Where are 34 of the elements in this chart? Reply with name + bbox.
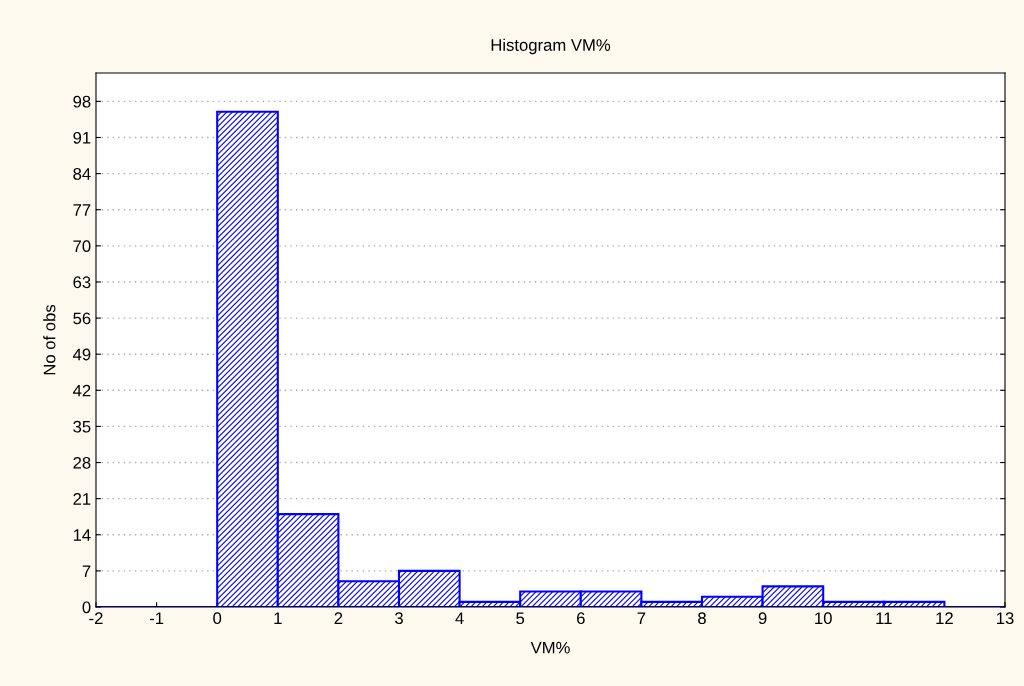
x-tick-label: -1 <box>149 612 164 624</box>
y-tick-label: 77 <box>73 204 91 216</box>
x-tick-label: 11 <box>876 612 892 624</box>
y-tick-label: 56 <box>73 312 91 325</box>
x-tick-label: 5 <box>516 612 525 625</box>
x-tick-label: 12 <box>936 612 953 624</box>
y-tick-label: 0 <box>82 601 91 614</box>
x-tick-label: 10 <box>815 612 832 625</box>
x-tick-label: 3 <box>395 612 403 625</box>
y-tick-label: 49 <box>72 348 91 361</box>
y-tick-label: 7 <box>82 565 91 577</box>
x-tick-label: 6 <box>577 612 585 625</box>
y-tick-label: 21 <box>73 493 91 505</box>
y-tick-label: 63 <box>73 276 91 289</box>
chart-title: Histogram VM% <box>491 38 611 55</box>
y-axis-title: No of obs <box>43 304 56 375</box>
y-tick-label: 70 <box>73 240 91 253</box>
y-tick-label: 84 <box>73 168 91 180</box>
x-tick-label: 0 <box>213 612 222 625</box>
x-tick-label: 4 <box>455 612 464 624</box>
x-tick-label: 7 <box>637 612 646 624</box>
x-tick-label: -2 <box>89 612 103 624</box>
x-tick-label: 9 <box>758 612 767 625</box>
y-tick-label: 98 <box>73 95 91 108</box>
x-tick-label: 13 <box>997 612 1014 625</box>
y-tick-label: 35 <box>73 420 91 433</box>
y-tick-label: 14 <box>73 529 91 541</box>
x-axis-title: VM% <box>530 641 570 654</box>
y-tick-label: 42 <box>72 384 91 397</box>
y-tick-label: 28 <box>73 456 91 469</box>
x-tick-label: 1 <box>274 612 282 624</box>
x-tick-label: 8 <box>698 612 706 625</box>
y-tick-label: 91 <box>73 131 91 144</box>
x-tick-label: 2 <box>334 612 343 624</box>
